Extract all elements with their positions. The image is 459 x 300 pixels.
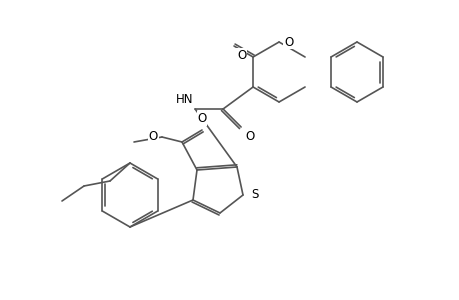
- Text: O: O: [197, 112, 206, 125]
- Text: O: O: [148, 130, 157, 143]
- Text: O: O: [236, 49, 246, 62]
- Text: O: O: [245, 130, 254, 143]
- Text: S: S: [251, 188, 258, 202]
- Text: HN: HN: [175, 93, 193, 106]
- Text: O: O: [284, 35, 293, 49]
